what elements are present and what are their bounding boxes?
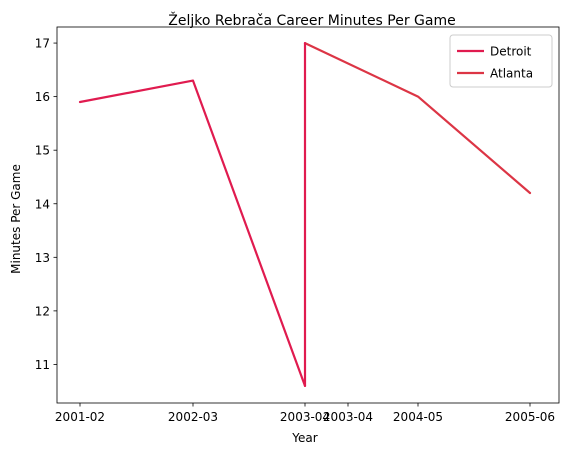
y-tick-label: 17 [35,37,50,51]
legend-label-detroit: Detroit [490,45,532,59]
x-tick-label: 2004-05 [393,410,443,424]
plot-frame [56,26,560,404]
series-layer [78,41,532,387]
y-tick-label: 14 [35,197,50,211]
x-tick-label: 2001-02 [55,410,105,424]
y-axis-title: Minutes Per Game [9,164,23,274]
x-tick-label: 2003-04 [323,410,373,424]
y-tick-label: 11 [35,358,50,372]
legend: Detroit Atlanta [449,34,553,88]
series-line-atlanta [303,41,532,195]
y-tick-label: 16 [35,90,50,104]
x-axis-title: Year [291,431,317,445]
x-tick-label: 2005-06 [505,410,555,424]
chart-title: Željko Rebrača Career Minutes Per Game [168,11,456,29]
x-tick-label: 2002-03 [168,410,218,424]
series-line-detroit [78,79,307,387]
y-tick-label: 15 [35,144,50,158]
y-tick-label: 12 [35,304,50,318]
x-tick-label: 2003-04 [280,410,330,424]
y-axis-ticks: 11 12 13 14 15 16 17 [35,37,57,372]
y-tick-label: 13 [35,251,50,265]
legend-label-atlanta: Atlanta [490,67,533,81]
